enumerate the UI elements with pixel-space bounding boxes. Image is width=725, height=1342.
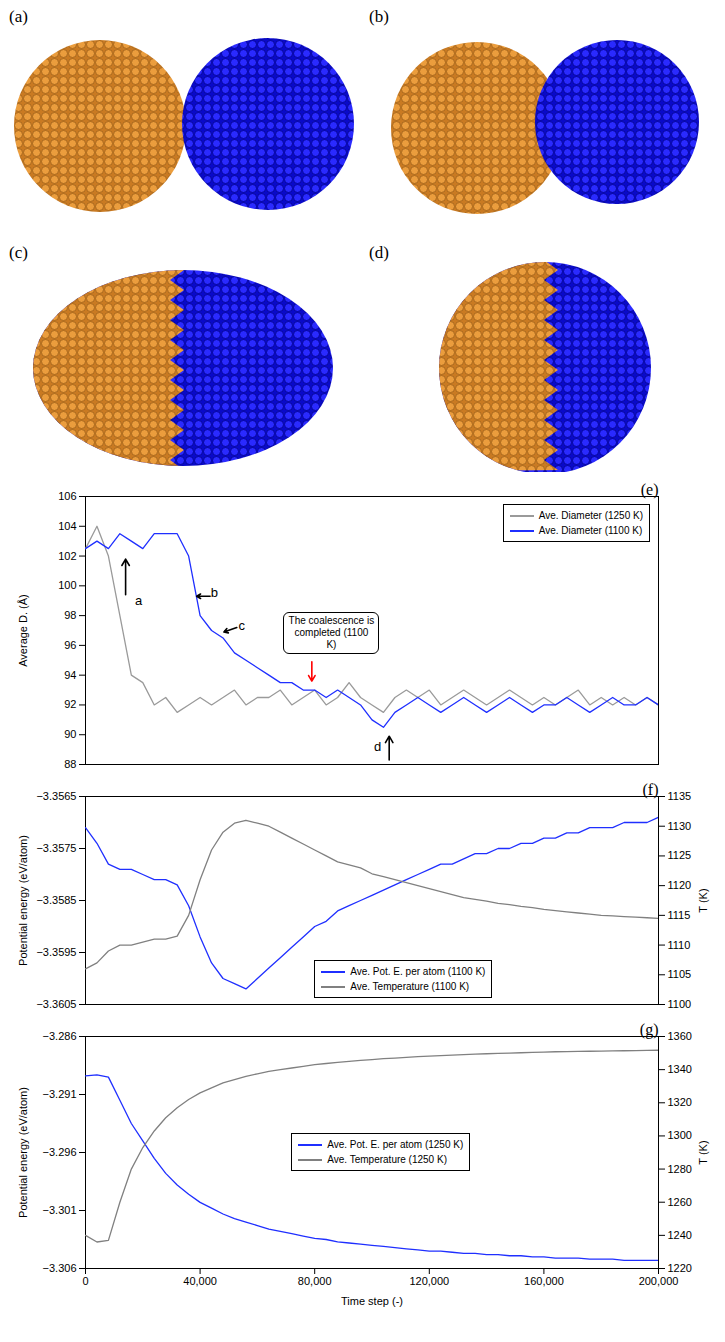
svg-text:Time step (-): Time step (-)	[341, 1295, 403, 1307]
svg-text:1105: 1105	[668, 968, 692, 980]
svg-text:120,000: 120,000	[409, 1275, 449, 1287]
svg-text:80,000: 80,000	[298, 1275, 332, 1287]
svg-text:−3.3595: −3.3595	[36, 946, 76, 958]
html-text:Ave. Pot. E. per atom (1100 K): Ave. Pot. E. per atom (1100 K)	[350, 966, 486, 977]
svg-text:−3.286: −3.286	[43, 1030, 77, 1042]
svg-text:Potential energy (eV/atom): Potential energy (eV/atom)	[17, 1087, 29, 1218]
svg-text:1125: 1125	[668, 849, 692, 861]
svg-text:1120: 1120	[668, 879, 692, 891]
svg-text:b: b	[211, 585, 218, 600]
svg-text:1340: 1340	[668, 1063, 692, 1075]
svg-text:−3.306: −3.306	[43, 1262, 77, 1274]
html-text:Ave. Temperature (1250 K): Ave. Temperature (1250 K)	[327, 1154, 447, 1166]
svg-text:−3.291: −3.291	[43, 1088, 77, 1100]
svg-text:−3.3565: −3.3565	[36, 790, 76, 802]
svg-text:1110: 1110	[668, 939, 691, 951]
svg-text:160,000: 160,000	[524, 1275, 564, 1287]
svg-text:200,000: 200,000	[639, 1275, 679, 1287]
svg-text:1115: 1115	[668, 909, 691, 921]
svg-text:96: 96	[64, 639, 76, 651]
svg-text:c: c	[238, 618, 245, 633]
svg-text:(c): (c)	[9, 243, 28, 262]
svg-text:102: 102	[58, 550, 76, 562]
svg-text:98: 98	[64, 609, 76, 621]
svg-text:−3.3585: −3.3585	[36, 894, 76, 906]
svg-text:1280: 1280	[668, 1163, 692, 1175]
svg-text:Potential energy (eV/atom): Potential energy (eV/atom)	[17, 835, 29, 966]
svg-text:(f): (f)	[643, 781, 659, 799]
svg-text:(g): (g)	[640, 1021, 659, 1039]
svg-text:40,000: 40,000	[183, 1275, 217, 1287]
svg-text:0: 0	[82, 1275, 88, 1287]
html-text:Ave. Temperature (1100 K): Ave. Temperature (1100 K)	[350, 981, 470, 992]
svg-text:d: d	[374, 739, 381, 754]
html-text:The coalescence is completed (: The coalescence is completed (1100 K)	[288, 615, 375, 650]
html-text:Ave. Diameter (1100 K): Ave. Diameter (1100 K)	[538, 525, 643, 536]
svg-text:90: 90	[64, 728, 76, 740]
svg-text:106: 106	[58, 490, 76, 502]
svg-text:94: 94	[64, 669, 76, 681]
svg-text:1360: 1360	[668, 1030, 692, 1042]
svg-text:1260: 1260	[668, 1196, 692, 1208]
svg-text:−3.3575: −3.3575	[36, 842, 76, 854]
svg-text:−3.3605: −3.3605	[36, 998, 76, 1010]
svg-text:1135: 1135	[668, 790, 692, 802]
svg-text:(e): (e)	[641, 481, 659, 499]
svg-text:a: a	[135, 593, 143, 608]
svg-text:−3.301: −3.301	[43, 1204, 77, 1216]
svg-text:88: 88	[64, 758, 76, 770]
svg-text:1320: 1320	[668, 1096, 692, 1108]
svg-text:92: 92	[64, 698, 76, 710]
html-text:Ave. Diameter (1250 K): Ave. Diameter (1250 K)	[538, 510, 643, 521]
svg-text:(d): (d)	[369, 243, 389, 262]
svg-text:(b): (b)	[369, 7, 389, 26]
svg-text:1240: 1240	[668, 1229, 692, 1241]
svg-text:T (K): T (K)	[697, 888, 709, 912]
svg-text:1220: 1220	[668, 1262, 692, 1274]
svg-text:100: 100	[58, 579, 76, 591]
svg-text:104: 104	[58, 520, 76, 532]
svg-text:(a): (a)	[9, 7, 28, 26]
html-text:Ave. Pot. E. per atom (1250 K): Ave. Pot. E. per atom (1250 K)	[327, 1139, 464, 1151]
svg-text:1300: 1300	[668, 1129, 692, 1141]
svg-text:−3.296: −3.296	[43, 1146, 77, 1158]
svg-text:T (K): T (K)	[697, 1140, 709, 1164]
svg-text:1130: 1130	[668, 820, 692, 832]
svg-text:Average D. (Å): Average D. (Å)	[17, 594, 29, 667]
svg-text:1100: 1100	[668, 998, 692, 1010]
